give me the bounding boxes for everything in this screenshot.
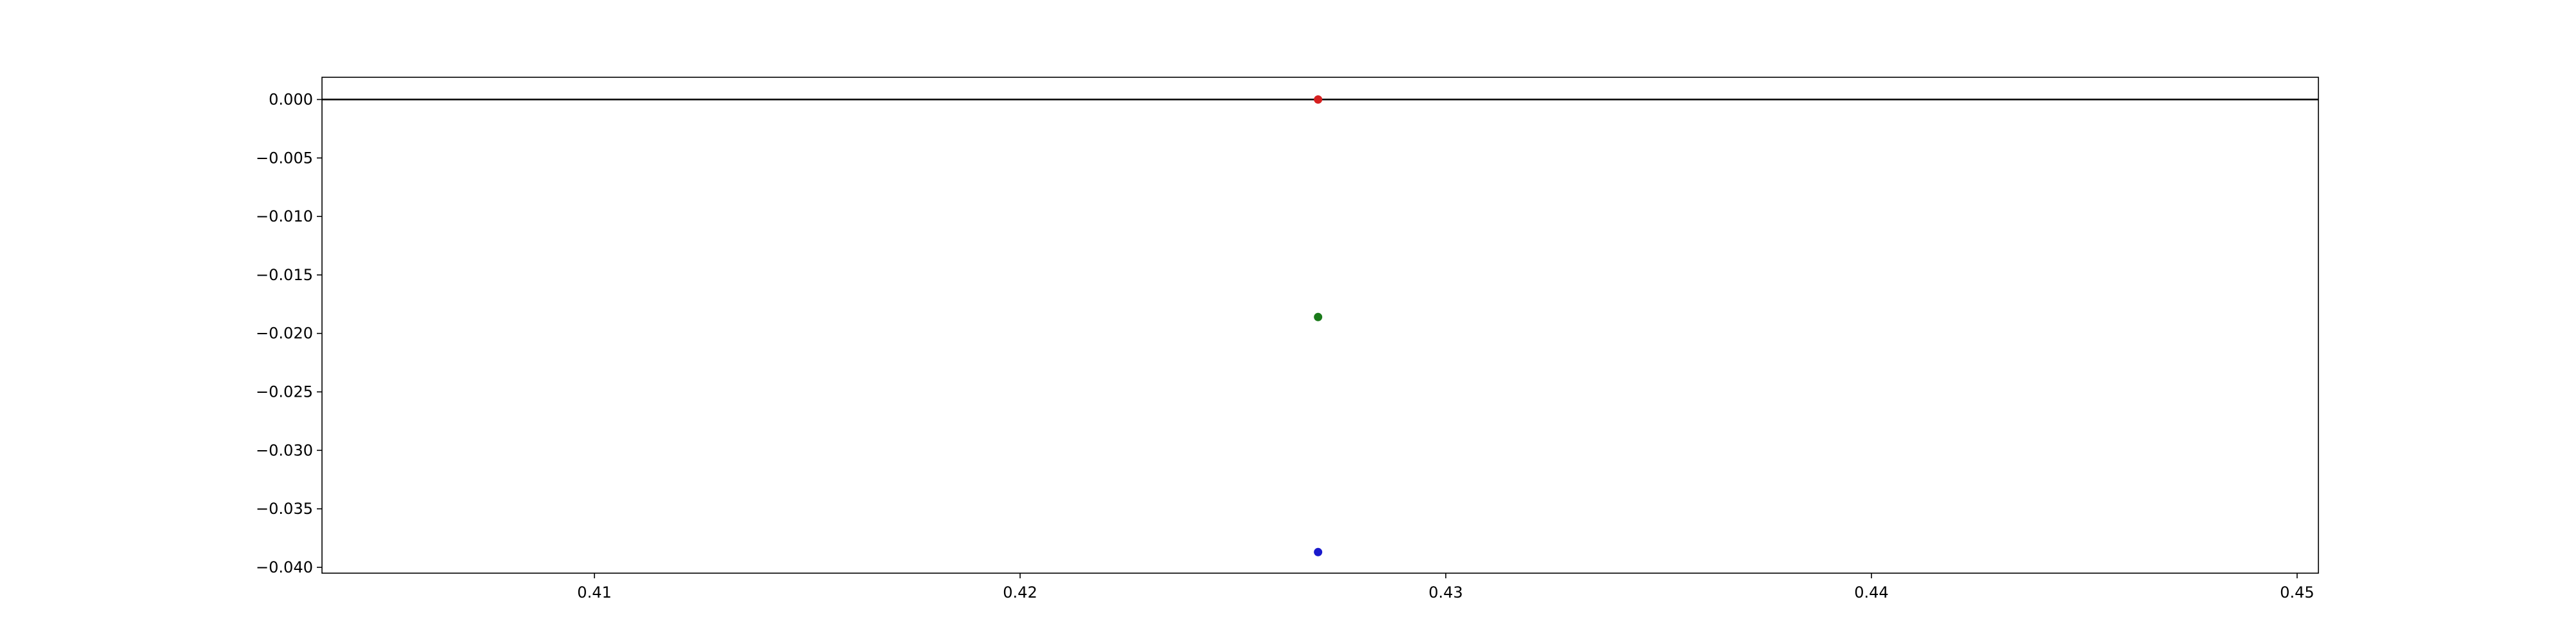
y-tick-label: 0.000 xyxy=(269,91,313,109)
x-axis-ticks: 0.41 0.42 0.43 0.44 0.45 xyxy=(577,573,2315,601)
y-tick-label: −0.005 xyxy=(256,149,313,167)
x-tick-label: 0.41 xyxy=(577,583,611,601)
y-tick-label: −0.025 xyxy=(256,383,313,401)
x-tick-label: 0.45 xyxy=(2280,583,2314,601)
x-tick-label: 0.44 xyxy=(1854,583,1888,601)
y-tick-label: −0.035 xyxy=(256,500,313,518)
y-tick-label: −0.010 xyxy=(256,207,313,225)
y-tick-label: −0.020 xyxy=(256,325,313,343)
scatter-point xyxy=(1314,547,1323,556)
x-tick-label: 0.43 xyxy=(1428,583,1463,601)
scatter-point xyxy=(1314,312,1323,321)
y-axis-ticks: 0.000 −0.005 −0.010 −0.015 −0.020 −0.025 −0.03… xyxy=(256,91,322,576)
plot-area-frame xyxy=(321,77,2319,574)
data-points xyxy=(1314,95,1323,556)
y-tick-label: −0.040 xyxy=(256,558,313,576)
scatter-point xyxy=(1314,95,1323,104)
y-tick-label: −0.030 xyxy=(256,441,313,459)
x-tick-label: 0.42 xyxy=(1003,583,1037,601)
y-tick-label: −0.015 xyxy=(256,266,313,284)
